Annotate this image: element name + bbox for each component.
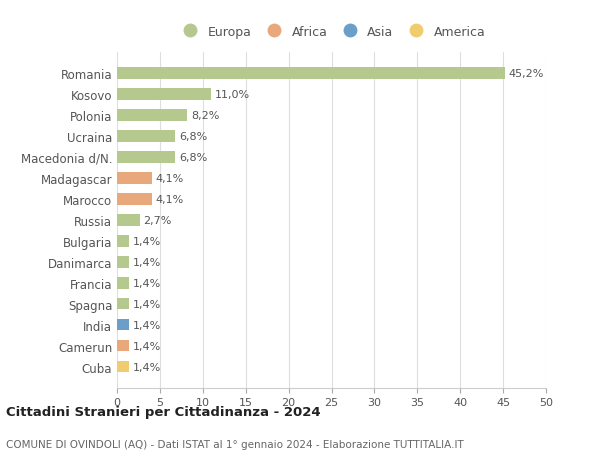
Text: 45,2%: 45,2%: [508, 69, 544, 79]
Bar: [117, 340, 129, 352]
Text: 8,2%: 8,2%: [191, 111, 219, 121]
Bar: [117, 257, 129, 268]
Bar: [117, 152, 175, 163]
Text: 2,7%: 2,7%: [143, 215, 172, 225]
Text: 11,0%: 11,0%: [215, 90, 250, 100]
Bar: [117, 68, 505, 79]
Bar: [117, 173, 152, 184]
Text: 1,4%: 1,4%: [133, 362, 161, 372]
Text: 4,1%: 4,1%: [155, 174, 184, 184]
Text: COMUNE DI OVINDOLI (AQ) - Dati ISTAT al 1° gennaio 2024 - Elaborazione TUTTITALI: COMUNE DI OVINDOLI (AQ) - Dati ISTAT al …: [6, 440, 464, 449]
Text: 1,4%: 1,4%: [133, 341, 161, 351]
Text: 4,1%: 4,1%: [155, 195, 184, 204]
Text: Cittadini Stranieri per Cittadinanza - 2024: Cittadini Stranieri per Cittadinanza - 2…: [6, 405, 320, 419]
Bar: [117, 319, 129, 331]
Text: 1,4%: 1,4%: [133, 257, 161, 267]
Text: 1,4%: 1,4%: [133, 278, 161, 288]
Legend: Europa, Africa, Asia, America: Europa, Africa, Asia, America: [173, 21, 490, 44]
Bar: [117, 110, 187, 121]
Bar: [117, 194, 152, 205]
Bar: [117, 298, 129, 310]
Bar: [117, 89, 211, 101]
Text: 1,4%: 1,4%: [133, 320, 161, 330]
Bar: [117, 235, 129, 247]
Text: 6,8%: 6,8%: [179, 152, 207, 162]
Text: 1,4%: 1,4%: [133, 236, 161, 246]
Text: 1,4%: 1,4%: [133, 299, 161, 309]
Text: 6,8%: 6,8%: [179, 132, 207, 141]
Bar: [117, 131, 175, 142]
Bar: [117, 361, 129, 373]
Bar: [117, 277, 129, 289]
Bar: [117, 214, 140, 226]
